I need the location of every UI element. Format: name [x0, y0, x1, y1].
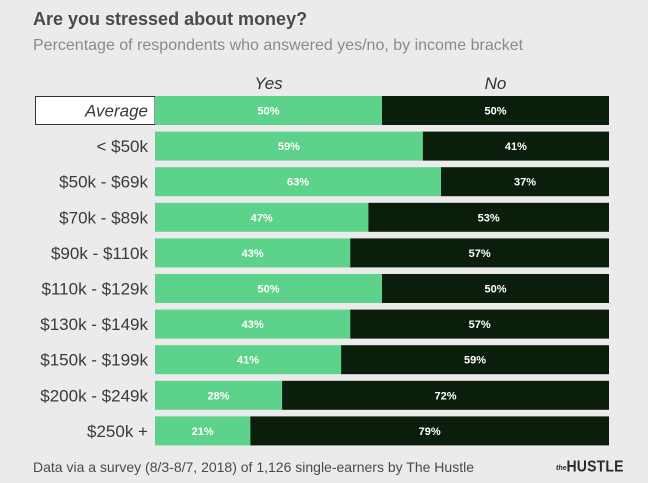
value-label-no-70k-89k: 53%	[478, 212, 500, 224]
value-label-no-150k-199k: 59%	[464, 355, 486, 367]
highlight-box-average	[35, 96, 156, 125]
chart-title: Are you stressed about money?	[33, 9, 308, 29]
value-label-yes-90k-110k: 43%	[242, 248, 264, 260]
category-label-200k-249k: $200k - $249k	[40, 386, 148, 405]
value-label-yes-50k-69k: 63%	[287, 177, 309, 189]
category-label-110k-129k: $110k - $129k	[42, 280, 149, 299]
bar-yes-70k-89k	[155, 202, 369, 232]
bar-yes-90k-110k	[155, 238, 351, 268]
the-hustle-logo: theHUSTLE	[556, 456, 624, 476]
category-label-50k: < $50k	[96, 137, 148, 156]
value-label-no-50k: 41%	[505, 141, 527, 153]
category-label-average: Average	[84, 102, 148, 121]
bar-no-90k-110k	[350, 238, 609, 268]
category-label-90k-110k: $90k - $110k	[51, 244, 149, 263]
category-label-130k-149k: $130k - $149k	[40, 315, 148, 334]
bar-yes-250k	[155, 416, 251, 446]
value-label-yes-110k-129k: 50%	[257, 284, 279, 296]
bar-no-250k	[250, 416, 609, 446]
value-label-yes-70k-89k: 47%	[251, 212, 273, 224]
bar-no-70k-89k	[368, 202, 609, 232]
value-label-yes-150k-199k: 41%	[237, 355, 259, 367]
bar-yes-150k-199k	[155, 345, 342, 375]
value-label-yes-50k: 59%	[278, 141, 300, 153]
value-label-no-130k-149k: 57%	[469, 319, 491, 331]
category-label-250k: $250k +	[87, 422, 148, 441]
value-label-yes-130k-149k: 43%	[242, 319, 264, 331]
bar-yes-130k-149k	[155, 309, 351, 339]
bar-yes-200k-249k	[155, 380, 283, 410]
value-label-no-90k-110k: 57%	[469, 248, 491, 260]
bar-yes-50k-69k	[155, 167, 442, 197]
value-label-no-110k-129k: 50%	[484, 284, 506, 296]
category-label-50k-69k: $50k - $69k	[59, 173, 148, 192]
value-label-yes-200k-249k: 28%	[208, 390, 230, 402]
bar-no-110k-129k	[382, 274, 609, 303]
bar-yes-50k	[155, 131, 423, 161]
legend-yes: Yes	[254, 74, 283, 93]
value-label-no-250k: 79%	[419, 426, 441, 438]
value-label-no-200k-249k: 72%	[435, 390, 457, 402]
legend-no: No	[485, 74, 507, 93]
bar-no-50k	[422, 131, 609, 161]
value-label-yes-average: 50%	[257, 106, 279, 118]
chart-subtitle: Percentage of respondents who answered y…	[33, 37, 524, 54]
bar-no-150k-199k	[341, 345, 609, 375]
category-label-150k-199k: $150k - $199k	[40, 351, 148, 370]
bar-yes-110k-129k	[155, 274, 382, 303]
bar-no-200k-249k	[282, 380, 609, 410]
value-label-yes-250k: 21%	[192, 426, 214, 438]
value-label-no-average: 50%	[484, 106, 506, 118]
bar-no-average	[382, 96, 609, 125]
bar-no-50k-69k	[441, 167, 609, 197]
bar-no-130k-149k	[350, 309, 609, 339]
bar-yes-average	[155, 96, 382, 125]
value-label-no-50k-69k: 37%	[514, 177, 536, 189]
source-note: Data via a survey (8/3-8/7, 2018) of 1,1…	[33, 459, 474, 475]
category-label-70k-89k: $70k - $89k	[59, 208, 148, 227]
